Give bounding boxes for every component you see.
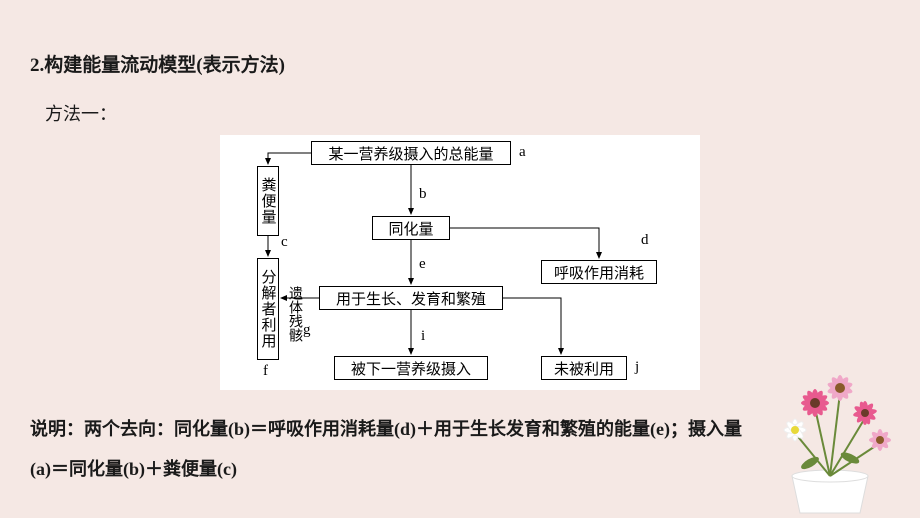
method-label: 方法一：	[45, 100, 117, 126]
section-title: 2.构建能量流动模型(表示方法)	[30, 50, 285, 77]
flower-decoration	[740, 338, 920, 518]
diagram-arrows	[221, 136, 701, 391]
explanation-note: 说明：两个去向：同化量(b)＝呼吸作用消耗量(d)＋用于生长发育和繁殖的能量(e…	[30, 410, 760, 489]
energy-flow-diagram: 某一营养级摄入的总能量 同化量 用于生长、发育和繁殖 呼吸作用消耗 被下一营养级…	[220, 135, 700, 390]
